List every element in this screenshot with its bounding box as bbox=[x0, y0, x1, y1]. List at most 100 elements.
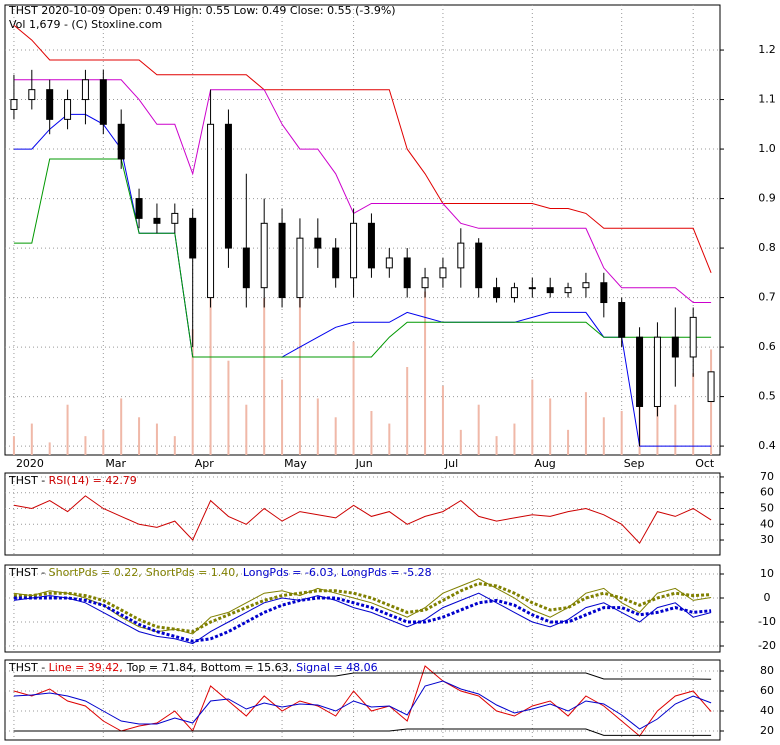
candle-body bbox=[224, 123, 232, 249]
volume-bar bbox=[584, 392, 587, 455]
line-panel-frame bbox=[4, 659, 721, 741]
y-tick-label: 0 bbox=[764, 591, 771, 604]
volume-bar bbox=[495, 436, 498, 455]
candle-body bbox=[636, 336, 644, 407]
volume-bar bbox=[209, 235, 212, 455]
x-tick-label: Jun bbox=[355, 457, 373, 470]
candle-body bbox=[689, 316, 697, 358]
volume-bar bbox=[316, 398, 319, 455]
volume-bar bbox=[298, 266, 301, 455]
candle-body bbox=[600, 282, 608, 304]
volume-bar bbox=[531, 379, 534, 455]
candle-body bbox=[46, 89, 54, 120]
series-line bbox=[13, 582, 712, 634]
y-tick-label: 40 bbox=[760, 704, 774, 717]
legend-entry: ShortPds = 1.40, bbox=[146, 566, 239, 579]
series-line bbox=[13, 79, 712, 303]
volume-bar bbox=[441, 385, 444, 455]
panel-title-prefix: THST - bbox=[8, 566, 49, 579]
candle-body bbox=[207, 123, 215, 299]
price-panel-frame bbox=[4, 4, 721, 456]
candle-body bbox=[10, 99, 18, 110]
volume-bar bbox=[102, 429, 105, 455]
x-tick-label: 2020 bbox=[16, 457, 44, 470]
candle-body bbox=[564, 287, 572, 294]
candle-body bbox=[618, 302, 626, 338]
series-line bbox=[13, 728, 712, 736]
legend-entry: Top = 71.84, bbox=[126, 661, 197, 674]
y-tick-label: 1.1 bbox=[758, 93, 776, 106]
volume-bar bbox=[388, 423, 391, 455]
volume-bar bbox=[567, 429, 570, 455]
series-line bbox=[13, 672, 712, 680]
candle-body bbox=[28, 89, 36, 101]
candle-body bbox=[439, 267, 447, 279]
volume-bar bbox=[48, 442, 51, 455]
x-tick-label: Mar bbox=[105, 457, 126, 470]
series-line bbox=[13, 495, 712, 545]
x-tick-label: Sep bbox=[624, 457, 645, 470]
candle-body bbox=[153, 217, 161, 224]
candle-body bbox=[367, 222, 375, 269]
y-tick-label: 80 bbox=[760, 664, 774, 677]
y-tick-label: 0.4 bbox=[758, 439, 776, 452]
candle-body bbox=[671, 336, 679, 358]
candle-body bbox=[99, 79, 107, 125]
candle-body bbox=[332, 247, 340, 279]
volume-bar bbox=[513, 423, 516, 455]
chart-title: THST 2020-10-09 Open: 0.49 High: 0.55 Lo… bbox=[8, 4, 396, 17]
candle-body bbox=[475, 242, 483, 289]
volume-bar bbox=[245, 404, 248, 455]
volume-bar bbox=[424, 291, 427, 455]
y-tick-label: 1.0 bbox=[758, 142, 776, 155]
y-tick-label: 1.2 bbox=[758, 43, 776, 56]
volume-bar bbox=[477, 404, 480, 455]
series-line bbox=[13, 113, 712, 447]
series-line bbox=[13, 665, 712, 737]
series-line bbox=[13, 596, 712, 643]
y-tick-label: 0.6 bbox=[758, 340, 776, 353]
volume-bar bbox=[692, 373, 695, 455]
y-tick-label: -20 bbox=[758, 639, 776, 652]
volume-bar bbox=[656, 385, 659, 455]
y-tick-label: 0.8 bbox=[758, 241, 776, 254]
volume-bar bbox=[30, 423, 33, 455]
candle-body bbox=[189, 217, 197, 259]
candle-body bbox=[707, 371, 715, 403]
panel-title-prefix: THST - bbox=[8, 661, 49, 674]
volume-bar bbox=[66, 404, 69, 455]
candle-body bbox=[81, 79, 89, 101]
series-line bbox=[13, 592, 712, 645]
volume-bar bbox=[155, 423, 158, 455]
y-tick-label: 10 bbox=[760, 567, 774, 580]
volume-bar bbox=[173, 436, 176, 455]
volume-bar bbox=[370, 411, 373, 455]
y-tick-label: 0.9 bbox=[758, 192, 776, 205]
legend-entry: ShortPds = 0.22, bbox=[49, 566, 142, 579]
candle-body bbox=[117, 123, 125, 160]
candle-body bbox=[510, 287, 518, 299]
panel-title: THST - ShortPds = 0.22, ShortPds = 1.40, L… bbox=[8, 566, 432, 579]
candle-body bbox=[493, 287, 501, 299]
volume-bar bbox=[549, 398, 552, 455]
volume-bar bbox=[710, 349, 713, 455]
volume-bar bbox=[620, 411, 623, 455]
candle-body bbox=[457, 242, 465, 269]
y-tick-label: 70 bbox=[760, 470, 774, 483]
y-tick-label: 60 bbox=[760, 486, 774, 499]
panel-title: THST - Line = 39.42, Top = 71.84, Bottom =… bbox=[8, 661, 378, 674]
candle-body bbox=[582, 282, 590, 289]
panel-title-prefix: THST - bbox=[8, 474, 49, 487]
x-tick-label: Oct bbox=[695, 457, 715, 470]
volume-bar bbox=[263, 297, 266, 455]
volume-bar bbox=[191, 329, 194, 455]
rsi-panel-frame bbox=[4, 472, 721, 556]
volume-bar bbox=[352, 341, 355, 455]
series-line bbox=[13, 578, 712, 635]
y-tick-label: 50 bbox=[760, 501, 774, 514]
legend-entry: LongPds = -5.28 bbox=[341, 566, 432, 579]
chart-subtitle: Vol 1,679 - (C) Stoxline.com bbox=[9, 18, 162, 31]
candle-body bbox=[296, 237, 304, 299]
x-tick-label: Jul bbox=[444, 457, 458, 470]
